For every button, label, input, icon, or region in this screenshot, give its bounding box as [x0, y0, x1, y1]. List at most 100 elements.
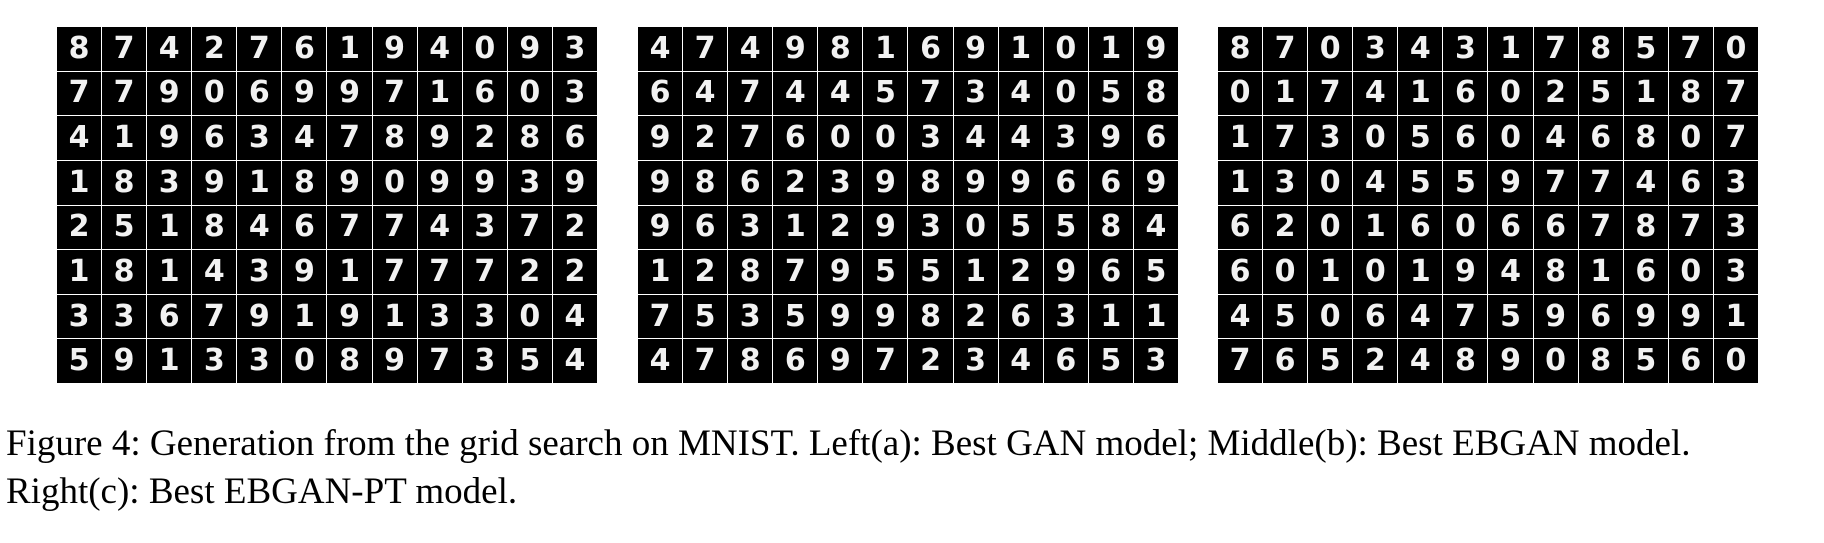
digit-sample: 9 — [507, 27, 552, 71]
digit-sample: 0 — [1488, 71, 1533, 116]
digit-sample: 0 — [953, 205, 998, 250]
digit-sample: 8 — [908, 160, 953, 205]
digit-sample: 6 — [1043, 339, 1088, 383]
digit-sample: 8 — [192, 205, 237, 250]
digit-sample: 9 — [237, 294, 282, 339]
digit-sample: 0 — [282, 339, 327, 383]
digit-sample: 3 — [552, 71, 597, 116]
digit-sample: 1 — [1488, 27, 1533, 71]
digit-sample: 9 — [327, 160, 372, 205]
digit-sample: 6 — [462, 71, 507, 116]
digit-sample: 0 — [462, 27, 507, 71]
digit-sample: 5 — [1043, 205, 1088, 250]
digit-sample: 1 — [372, 294, 417, 339]
digit-sample: 5 — [773, 294, 818, 339]
digit-sample: 3 — [1043, 294, 1088, 339]
digit-sample: 0 — [1668, 250, 1713, 294]
digit-sample: 6 — [1668, 160, 1713, 205]
digit-sample: 9 — [1043, 250, 1088, 294]
digit-sample: 6 — [908, 27, 953, 71]
digit-sample: 9 — [1623, 294, 1668, 339]
digit-sample: 7 — [728, 71, 773, 116]
digit-sample: 4 — [1488, 250, 1533, 294]
digit-sample: 7 — [1263, 116, 1308, 160]
digit-sample: 9 — [998, 160, 1043, 205]
digit-sample: 6 — [1218, 205, 1263, 250]
digit-sample: 1 — [57, 160, 102, 205]
digit-sample: 0 — [372, 160, 417, 205]
digit-sample: 1 — [417, 71, 462, 116]
digit-sample: 1 — [863, 27, 908, 71]
digit-sample: 3 — [462, 205, 507, 250]
digit-sample: 3 — [1713, 160, 1758, 205]
digit-sample: 8 — [1623, 205, 1668, 250]
digit-sample: 1 — [147, 339, 192, 383]
digit-sample: 7 — [1668, 205, 1713, 250]
digit-sample: 6 — [1578, 116, 1623, 160]
digit-sample: 2 — [683, 250, 728, 294]
digit-sample: 4 — [1218, 294, 1263, 339]
digit-sample: 4 — [192, 250, 237, 294]
digit-sample: 6 — [1668, 339, 1713, 383]
digit-sample: 8 — [1533, 250, 1578, 294]
digit-sample: 8 — [372, 116, 417, 160]
digit-sample: 8 — [728, 250, 773, 294]
digit-sample: 1 — [1263, 71, 1308, 116]
digit-sample: 7 — [773, 250, 818, 294]
digit-sample: 0 — [1353, 116, 1398, 160]
digit-sample: 0 — [818, 116, 863, 160]
digit-sample: 7 — [372, 205, 417, 250]
digit-sample: 9 — [863, 205, 908, 250]
digit-sample: 6 — [728, 160, 773, 205]
digit-sample: 8 — [1623, 116, 1668, 160]
digit-sample: 7 — [638, 294, 683, 339]
digit-sample: 8 — [683, 160, 728, 205]
digit-sample: 9 — [1488, 160, 1533, 205]
digit-sample: 6 — [1398, 205, 1443, 250]
digit-sample: 0 — [507, 294, 552, 339]
digit-sample: 1 — [282, 294, 327, 339]
digit-sample: 4 — [773, 71, 818, 116]
digit-sample: 1 — [1133, 294, 1178, 339]
digit-sample: 6 — [1443, 116, 1488, 160]
digit-sample: 8 — [282, 160, 327, 205]
digit-sample: 4 — [1533, 116, 1578, 160]
digit-sample: 4 — [728, 27, 773, 71]
digit-sample: 6 — [1623, 250, 1668, 294]
digit-sample: 9 — [638, 116, 683, 160]
digit-sample: 4 — [417, 205, 462, 250]
digit-sample: 9 — [1133, 160, 1178, 205]
digit-sample: 1 — [147, 205, 192, 250]
digit-sample: 5 — [908, 250, 953, 294]
digit-sample: 7 — [417, 339, 462, 383]
digit-sample: 4 — [1353, 160, 1398, 205]
digit-sample: 6 — [192, 116, 237, 160]
digit-sample: 2 — [57, 205, 102, 250]
digit-sample: 4 — [1133, 205, 1178, 250]
digit-sample: 8 — [102, 250, 147, 294]
digit-sample: 5 — [1443, 160, 1488, 205]
digit-sample: 6 — [1218, 250, 1263, 294]
digit-sample: 1 — [1713, 294, 1758, 339]
digit-sample: 3 — [462, 294, 507, 339]
digit-sample: 3 — [237, 116, 282, 160]
digit-sample: 1 — [953, 250, 998, 294]
figure-caption: Figure 4: Generation from the grid searc… — [6, 423, 1691, 512]
digit-sample: 9 — [818, 250, 863, 294]
digit-sample: 9 — [192, 160, 237, 205]
digit-sample: 8 — [1443, 339, 1488, 383]
digit-sample: 1 — [102, 116, 147, 160]
digit-sample: 8 — [728, 339, 773, 383]
digit-sample: 3 — [1043, 116, 1088, 160]
digit-sample: 4 — [953, 116, 998, 160]
digit-sample: 2 — [552, 250, 597, 294]
digit-sample: 9 — [417, 160, 462, 205]
digit-sample: 2 — [462, 116, 507, 160]
digit-sample: 3 — [728, 205, 773, 250]
digit-sample: 3 — [102, 294, 147, 339]
digit-sample: 4 — [638, 27, 683, 71]
digit-sample: 6 — [1353, 294, 1398, 339]
digit-sample: 4 — [1398, 27, 1443, 71]
digit-sample: 7 — [372, 250, 417, 294]
